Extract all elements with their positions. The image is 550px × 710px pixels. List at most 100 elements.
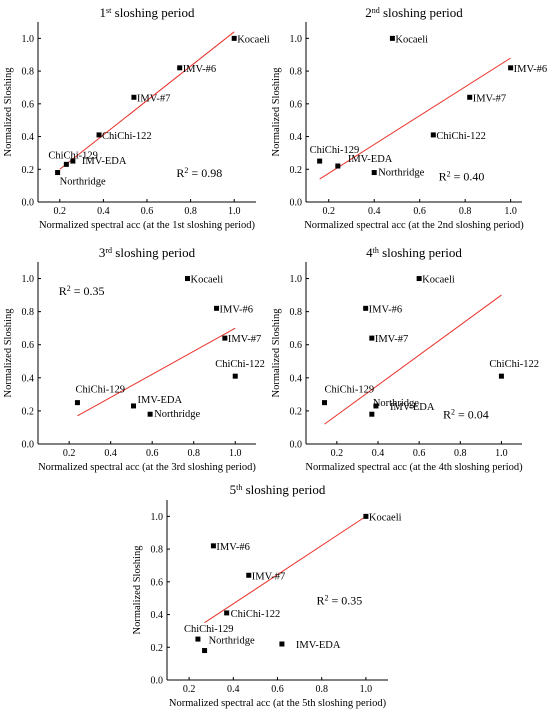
point-label: Kocaeli bbox=[369, 512, 402, 523]
y-tick-label: 0.8 bbox=[22, 307, 35, 318]
chart-panel-3: 3rd sloshing period 0.2 0.4 0.6 0.8 1.0 0.0 0.2… bbox=[3, 245, 265, 473]
x-tick-label: 1.0 bbox=[504, 206, 517, 217]
data-point bbox=[467, 94, 473, 100]
data-point bbox=[369, 411, 375, 417]
y-tick-label: 0.6 bbox=[22, 99, 35, 110]
y-tick-label: 1.0 bbox=[290, 274, 303, 285]
y-tick-label: 0.2 bbox=[290, 165, 303, 176]
y-tick-label: 0.4 bbox=[290, 373, 303, 384]
data-point bbox=[70, 158, 76, 164]
point-label: IMV-EDA bbox=[390, 402, 435, 413]
data-point bbox=[369, 335, 375, 341]
point-label: IMV-EDA bbox=[138, 395, 183, 406]
y-tick-label: 0.2 bbox=[22, 165, 35, 176]
x-tick-label: 1.0 bbox=[495, 448, 508, 459]
data-point bbox=[363, 513, 369, 519]
y-tick-label: 0.8 bbox=[290, 307, 303, 318]
data-point bbox=[131, 94, 137, 100]
x-tick-label: 0.4 bbox=[104, 448, 117, 459]
data-point bbox=[214, 305, 220, 311]
trend-line bbox=[324, 294, 502, 425]
chart-panel-2: 2nd sloshing period 0.2 0.4 0.6 0.8 1.0 0.0 0.2… bbox=[271, 5, 547, 231]
y-axis-label: Normalized Sloshing bbox=[3, 67, 14, 157]
point-label: IMV-#7 bbox=[137, 93, 170, 104]
point-label: ChiChi-129 bbox=[310, 145, 360, 156]
trend-line bbox=[77, 327, 236, 417]
x-tick-label: 1.0 bbox=[229, 448, 242, 459]
data-point bbox=[96, 132, 102, 138]
point-label: IMV-EDA bbox=[82, 156, 127, 167]
point-label: ChiChi-122 bbox=[102, 131, 152, 142]
data-point bbox=[177, 65, 183, 71]
x-tick-label: 1.0 bbox=[228, 206, 241, 217]
r-squared-label: R2 = 0.35 bbox=[59, 283, 105, 298]
x-axis-label: Normalized spectral acc (at the 2nd slos… bbox=[304, 220, 524, 231]
data-point bbox=[131, 403, 137, 409]
y-tick-label: 0.0 bbox=[151, 676, 164, 687]
data-point bbox=[63, 161, 69, 167]
y-tick-label: 1.0 bbox=[290, 34, 303, 45]
y-tick-label: 0.0 bbox=[22, 198, 35, 209]
point-label: Northridge bbox=[60, 177, 106, 188]
data-point bbox=[317, 158, 323, 164]
y-tick-label: 0.8 bbox=[290, 67, 303, 78]
r-squared-label: R2 = 0.98 bbox=[176, 165, 222, 180]
data-point bbox=[210, 543, 216, 549]
point-label: Northridge bbox=[209, 636, 255, 647]
trend-line bbox=[319, 57, 511, 180]
x-tick-label: 0.8 bbox=[454, 448, 467, 459]
x-tick-label: 1.0 bbox=[360, 684, 373, 695]
point-label: IMV-#6 bbox=[216, 542, 249, 553]
data-point bbox=[416, 276, 422, 282]
y-tick-label: 0.2 bbox=[22, 406, 35, 417]
data-point bbox=[202, 648, 208, 654]
x-tick-label: 0.2 bbox=[322, 206, 335, 217]
chart-panel-5: 5th sloshing period 0.2 0.4 0.6 0.8 1.0 0.0 0.2… bbox=[132, 482, 402, 709]
x-axis-label: Normalized spectral acc (at the 1st slos… bbox=[39, 220, 256, 231]
data-point bbox=[498, 373, 504, 379]
point-label: Northridge bbox=[373, 398, 419, 409]
y-tick-label: 0.0 bbox=[290, 440, 303, 451]
point-label: Northridge bbox=[154, 409, 200, 420]
data-point bbox=[222, 335, 228, 341]
y-tick-label: 0.4 bbox=[22, 132, 35, 143]
data-point bbox=[232, 373, 238, 379]
x-tick-label: 0.2 bbox=[63, 448, 76, 459]
point-label: IMV-#6 bbox=[369, 304, 402, 315]
chart-title: 4th sloshing period bbox=[366, 245, 462, 260]
x-tick-label: 0.6 bbox=[413, 206, 426, 217]
point-label: ChiChi-122 bbox=[489, 359, 539, 370]
point-label: IMV-#6 bbox=[183, 64, 216, 75]
y-tick-label: 1.0 bbox=[22, 34, 35, 45]
data-point bbox=[184, 276, 190, 282]
y-tick-label: 0.6 bbox=[151, 577, 164, 588]
r-squared-label: R2 = 0.40 bbox=[439, 169, 485, 184]
point-label: IMV-EDA bbox=[296, 640, 341, 651]
x-tick-label: 0.6 bbox=[413, 448, 426, 459]
trend-line bbox=[59, 31, 235, 170]
point-label: Kocaeli bbox=[395, 34, 428, 45]
y-tick-label: 0.8 bbox=[22, 67, 35, 78]
r-squared-label: R2 = 0.35 bbox=[316, 593, 362, 608]
y-tick-label: 0.8 bbox=[151, 545, 164, 556]
x-tick-label: 0.8 bbox=[184, 206, 197, 217]
x-tick-label: 0.2 bbox=[54, 206, 67, 217]
chart-title: 2nd sloshing period bbox=[365, 5, 463, 20]
x-tick-label: 0.4 bbox=[372, 448, 385, 459]
y-axis-label: Normalized Sloshing bbox=[271, 67, 282, 157]
data-point bbox=[279, 641, 285, 647]
y-tick-label: 0.4 bbox=[151, 610, 164, 621]
x-tick-label: 0.4 bbox=[227, 684, 240, 695]
data-point bbox=[430, 132, 436, 138]
y-axis-label: Normalized Sloshing bbox=[3, 308, 14, 398]
point-label: ChiChi-129 bbox=[75, 385, 125, 396]
x-axis-label: Normalized spectral acc (at the 4th slos… bbox=[305, 462, 523, 473]
data-point bbox=[371, 170, 377, 176]
point-label: ChiChi-122 bbox=[231, 609, 281, 620]
point-label: ChiChi-122 bbox=[215, 359, 265, 370]
data-point bbox=[55, 170, 61, 176]
point-label: IMV-#7 bbox=[375, 334, 408, 345]
chart-title: 1st sloshing period bbox=[100, 5, 195, 20]
point-label: ChiChi-122 bbox=[436, 131, 486, 142]
